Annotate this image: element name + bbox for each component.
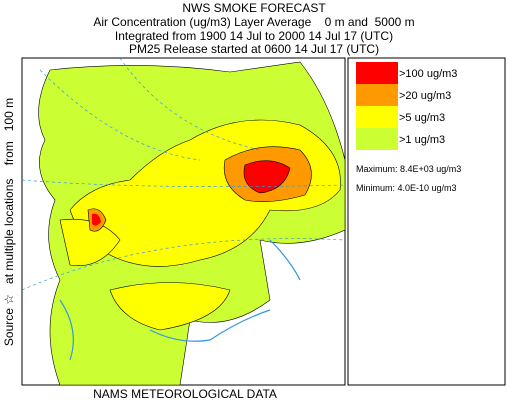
legend-label: >5 ug/m3	[399, 112, 445, 124]
title: NWS SMOKE FORECAST	[182, 1, 326, 15]
minimum: Minimum: 4.0E-10 ug/m3	[356, 183, 457, 193]
legend: >100 ug/m3 >20 ug/m3 >5 ug/m3 >1 ug/m3	[356, 62, 457, 150]
map	[21, 57, 346, 386]
header-line: Air Concentration (ug/m3) Layer Average …	[93, 15, 414, 29]
legend-swatch	[356, 62, 398, 84]
footer: NAMS METEOROLOGICAL DATA	[93, 387, 277, 401]
legend-swatch	[356, 84, 398, 106]
legend-label: >1 ug/m3	[399, 134, 445, 146]
side-label: Source ☆ at multiple locations from 100 …	[2, 98, 16, 346]
legend-label: >100 ug/m3	[399, 68, 457, 80]
legend-swatch	[356, 106, 398, 128]
header-line: PM25 Release started at 0600 14 Jul 17 (…	[129, 42, 379, 56]
legend-swatch	[356, 128, 398, 150]
maximum: Maximum: 8.4E+03 ug/m3	[356, 164, 461, 174]
header-line: Integrated from 1900 14 Jul to 2000 14 J…	[115, 29, 393, 43]
legend-label: >20 ug/m3	[399, 90, 451, 102]
